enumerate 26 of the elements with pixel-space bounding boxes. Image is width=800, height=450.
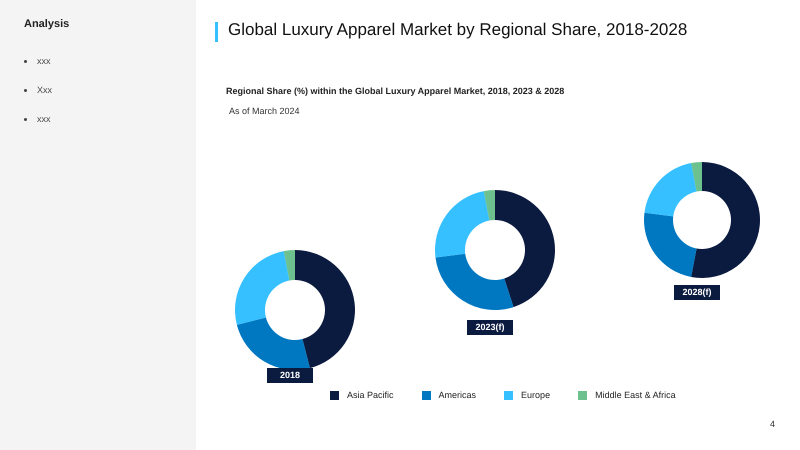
legend-label: Middle East & Africa xyxy=(595,390,676,400)
text: As of March 2024 xyxy=(229,106,300,116)
text: Analysis xyxy=(24,18,70,30)
text: xxx xyxy=(37,114,50,124)
donut-slice xyxy=(644,212,697,277)
legend-label: Europe xyxy=(521,390,550,400)
text: 4 xyxy=(770,419,776,429)
text: xxx xyxy=(37,56,50,66)
legend-label: Americas xyxy=(438,390,476,400)
donut-slice xyxy=(435,191,490,258)
text: Global Luxury Apparel Market by Regional Share, 2018-2028 xyxy=(228,20,688,39)
text: 2023(f) xyxy=(467,320,513,335)
donut-slice xyxy=(691,162,760,278)
legend-label: Asia Pacific xyxy=(347,390,394,400)
donut-slice xyxy=(435,254,514,310)
text: Regional Share (%) within the Global Luxury Apparel Market, 2018, 2023 & 2028 xyxy=(226,86,564,96)
donut-slice xyxy=(484,190,495,221)
text: 2028(f) xyxy=(674,285,720,300)
donut-slice xyxy=(235,251,290,325)
donut-slice xyxy=(495,190,555,308)
donut-slice xyxy=(284,250,295,281)
donut-slice xyxy=(691,162,702,192)
donut-slice xyxy=(644,163,697,216)
text: 2018 xyxy=(267,368,313,383)
text: Xxx xyxy=(37,85,52,95)
donut-slice xyxy=(236,317,310,370)
